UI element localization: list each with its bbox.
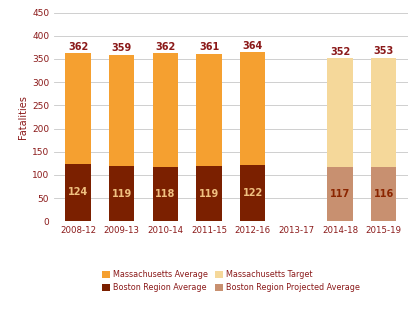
Y-axis label: Fatalities: Fatalities [18,95,28,139]
Text: 116: 116 [374,189,394,199]
Bar [371,58,396,167]
Bar [153,53,178,167]
Bar [327,58,353,167]
Text: 122: 122 [243,188,263,198]
Bar [65,164,91,221]
Text: 353: 353 [374,46,394,56]
Bar [109,55,134,166]
Bar [371,167,396,221]
Bar [240,52,265,165]
Bar [65,53,91,164]
Bar [109,166,134,221]
Text: 118: 118 [155,189,176,199]
Text: 117: 117 [330,189,350,199]
Bar [240,165,265,221]
Text: 362: 362 [68,42,88,52]
Bar [196,54,222,166]
Text: 362: 362 [155,42,176,52]
Bar [327,167,353,221]
Text: 352: 352 [330,47,350,57]
Bar [153,167,178,221]
Text: 364: 364 [243,41,263,51]
Text: 361: 361 [199,42,219,52]
Text: 124: 124 [68,187,88,198]
Text: 119: 119 [199,189,219,199]
Bar [196,166,222,221]
Text: 119: 119 [111,189,132,199]
Text: 359: 359 [111,43,132,53]
Legend: Massachusetts Average, Boston Region Average, Massachusetts Target, Boston Regio: Massachusetts Average, Boston Region Ave… [99,267,363,295]
